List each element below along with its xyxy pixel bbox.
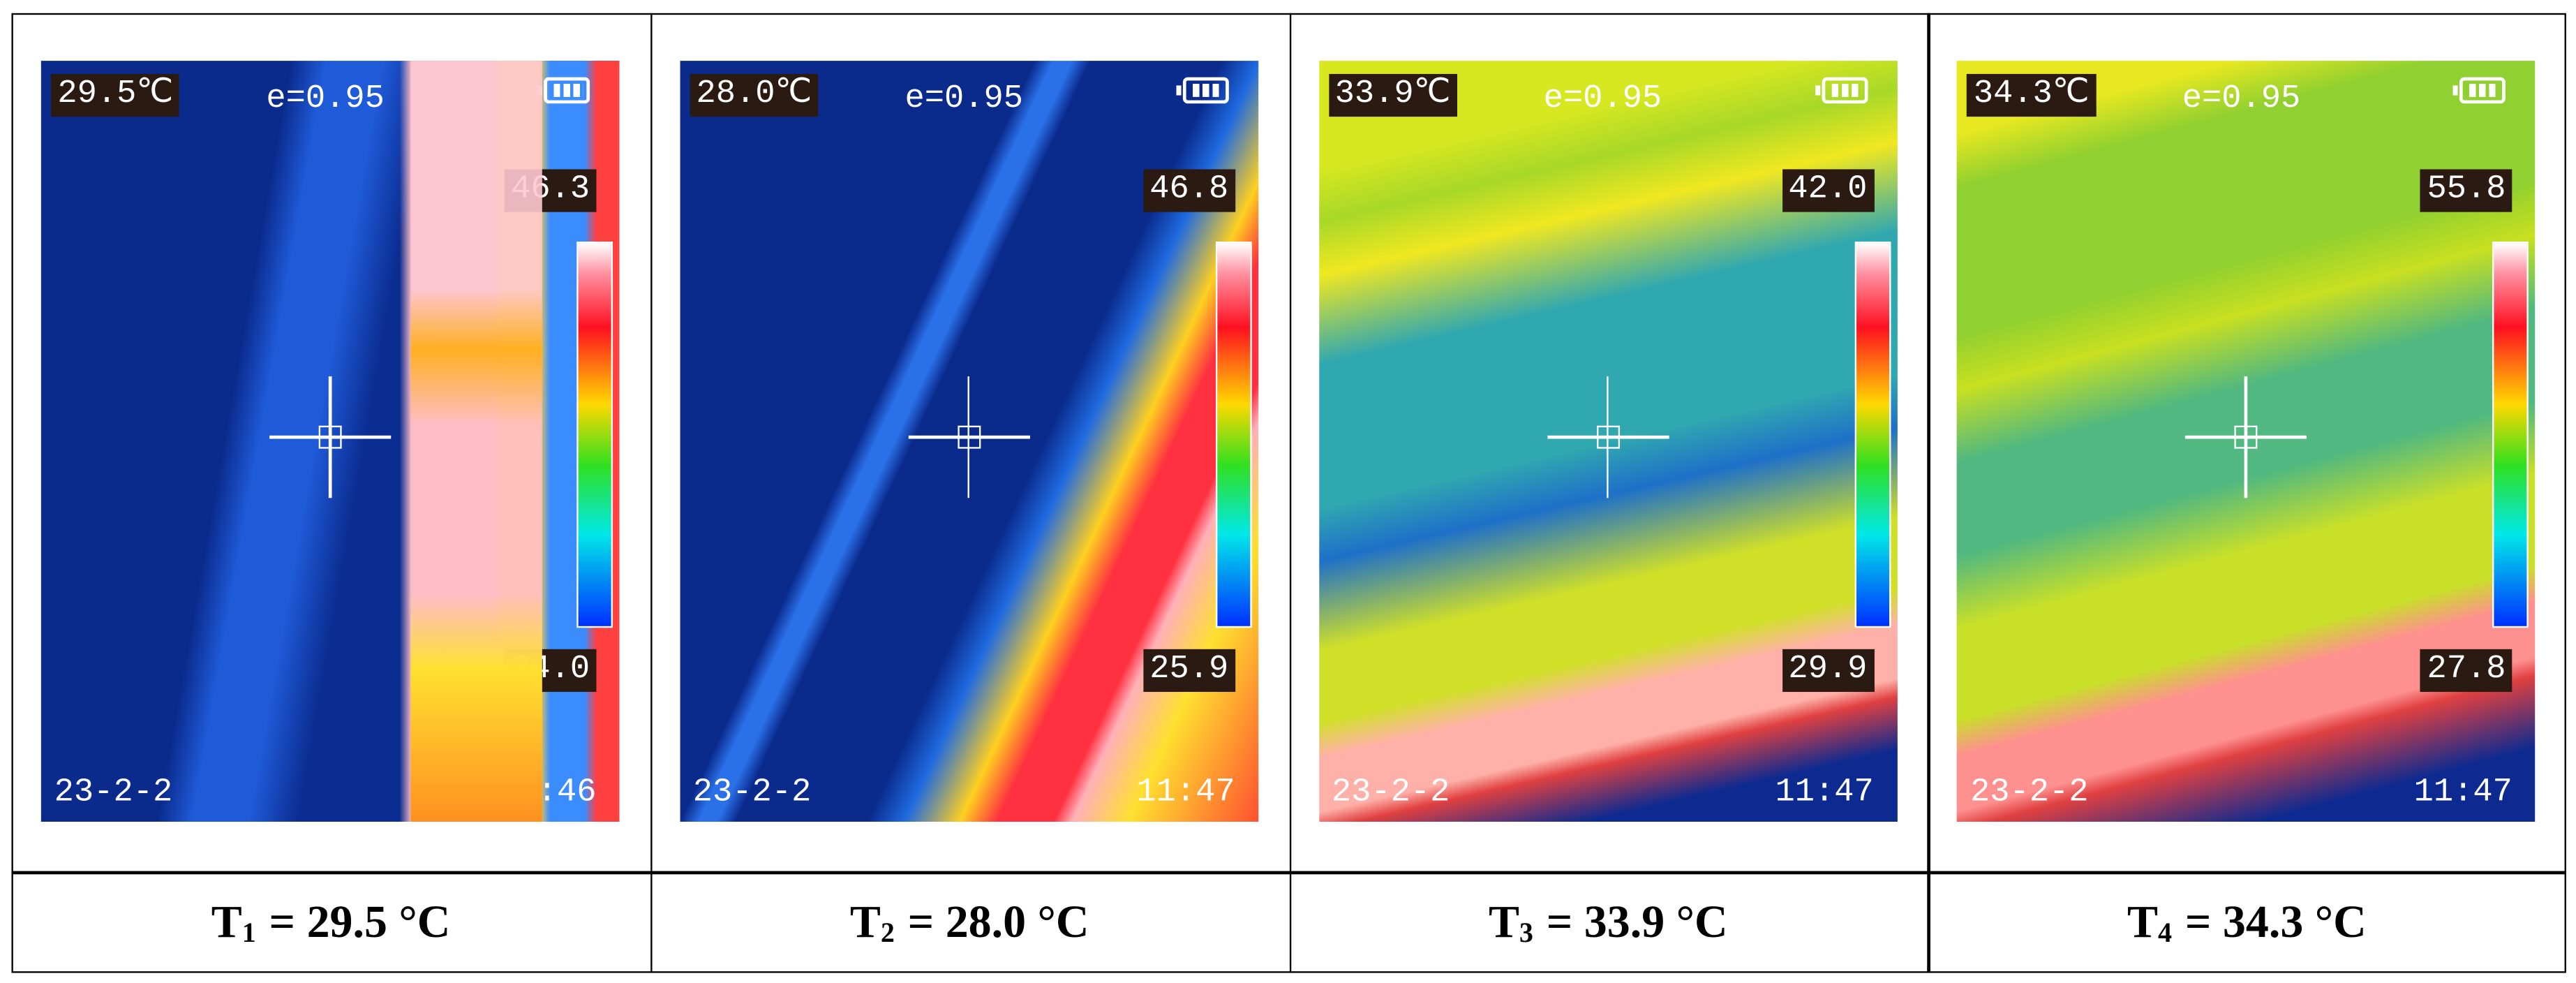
time: 11:47 [1136,774,1235,812]
crosshair [2185,376,2307,498]
caption-subscript: 3 [1519,917,1533,949]
column-divider [650,13,653,973]
time: 11:47 [1775,774,1874,812]
battery-icon [2453,77,2506,104]
color-scale [1215,242,1252,628]
battery-icon [1814,77,1868,104]
date: 23-2-2 [692,774,812,812]
caption-value: = 33.9 °C [1546,897,1728,949]
battery-icon [1175,77,1229,104]
spot-temperature: 29.5℃ [50,73,180,117]
crosshair [1547,376,1669,498]
emissivity: e=0.95 [1543,80,1662,119]
caption-subscript: 1 [241,917,256,949]
time: 11:47 [2413,774,2512,812]
column-divider [1927,13,1930,973]
emissivity: e=0.95 [2182,80,2301,119]
spot-temperature: 28.0℃ [690,73,819,117]
caption-symbol: T [2127,897,2159,949]
emissivity: e=0.95 [266,80,385,119]
max-temperature: 55.8 [2420,169,2512,212]
crosshair-box [1595,425,1619,449]
min-temperature: 24.0 [504,649,597,693]
date: 23-2-2 [1331,774,1450,812]
column-divider [1288,13,1292,973]
date: 23-2-2 [1970,774,2089,812]
min-temperature: 25.9 [1142,649,1235,693]
spot-temperature: 34.3℃ [1967,73,2097,117]
caption-symbol: T [211,897,242,949]
caption: T1 = 29.5 °C [11,891,650,956]
max-temperature: 46.3 [504,169,597,212]
color-scale [1854,242,1891,628]
max-temperature: 46.8 [1142,169,1235,212]
min-temperature: 27.8 [2420,649,2512,693]
date: 23-2-2 [54,774,173,812]
min-temperature: 29.9 [1781,649,1874,693]
caption: T2 = 28.0 °C [650,891,1289,956]
crosshair [269,376,392,498]
caption-symbol: T [849,897,881,949]
crosshair [908,376,1030,498]
crosshair-box [957,425,981,449]
time: 11:46 [498,774,597,812]
caption-symbol: T [1488,897,1519,949]
caption-value: = 28.0 °C [907,897,1089,949]
battery-icon [537,77,590,104]
emissivity: e=0.95 [904,80,1023,119]
color-scale [2492,242,2529,628]
caption-subscript: 4 [2158,917,2173,949]
caption-value: = 34.3 °C [2184,897,2367,949]
caption: T3 = 33.9 °C [1289,891,1928,956]
crosshair-box [318,425,342,449]
spot-temperature: 33.9℃ [1328,73,1457,117]
caption-value: = 29.5 °C [269,897,451,949]
crosshair-box [2235,425,2258,449]
color-scale [576,242,613,628]
thermal-image: 28.0℃ e=0.95 46.8 25.9 23-2-2 11:47 [679,61,1258,822]
caption-subscript: 2 [880,917,895,949]
caption: T4 = 34.3 °C [1928,891,2566,956]
thermal-image: 34.3℃ e=0.95 55.8 27.8 23-2-2 11:47 [1957,61,2536,822]
thermal-image: 29.5℃ e=0.95 46.3 24.0 23-2-2 11:46 [40,61,620,822]
thermal-image: 33.9℃ e=0.95 42.0 29.9 23-2-2 11:47 [1318,61,1897,822]
max-temperature: 42.0 [1781,169,1874,212]
